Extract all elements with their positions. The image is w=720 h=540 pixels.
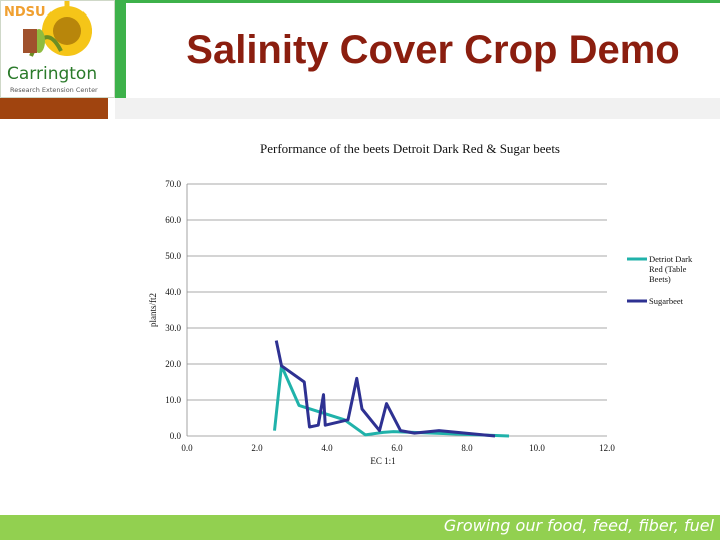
title-box: Salinity Cover Crop Demo bbox=[126, 3, 720, 98]
chart-series bbox=[273, 340, 510, 438]
x-tick-label: 10.0 bbox=[529, 443, 545, 453]
y-tick-label: 50.0 bbox=[165, 251, 181, 261]
y-axis-label: plants/ft2 bbox=[148, 293, 158, 327]
footer-band: Growing our food, feed, fiber, fuel bbox=[0, 515, 720, 540]
x-tick-label: 8.0 bbox=[461, 443, 473, 453]
y-tick-label: 10.0 bbox=[165, 395, 181, 405]
x-tick-label: 12.0 bbox=[599, 443, 615, 453]
logo-main-text: Carrington bbox=[7, 64, 98, 84]
cow-icon bbox=[23, 29, 37, 53]
footer-tagline: Growing our food, feed, fiber, fuel bbox=[443, 516, 714, 535]
y-tick-label: 0.0 bbox=[170, 431, 182, 441]
logo: NDSU Carrington Research Extension Cente… bbox=[0, 0, 115, 98]
x-tick-label: 4.0 bbox=[321, 443, 333, 453]
accent-bar-gray bbox=[115, 98, 720, 119]
chart-legend: Detriot Dark Red (Table Beets) Sugarbeet bbox=[627, 254, 693, 306]
legend-label-1: Sugarbeet bbox=[649, 296, 684, 306]
x-axis-label: EC 1:1 bbox=[370, 456, 395, 466]
y-tick-label: 70.0 bbox=[165, 179, 181, 189]
series-line-0 bbox=[273, 364, 510, 438]
x-tick-label: 6.0 bbox=[391, 443, 403, 453]
legend-label-0: Detriot Dark Red (Table Beets) bbox=[649, 254, 693, 284]
logo-sub-text: Research Extension Center bbox=[10, 86, 98, 94]
chart-title: Performance of the beets Detroit Dark Re… bbox=[260, 141, 560, 156]
slide-title: Salinity Cover Crop Demo bbox=[186, 28, 680, 72]
chart: Performance of the beets Detroit Dark Re… bbox=[148, 141, 693, 466]
chart-grid bbox=[186, 183, 607, 437]
x-tick-label: 2.0 bbox=[251, 443, 263, 453]
series-line-1 bbox=[274, 340, 496, 438]
y-tick-label: 30.0 bbox=[165, 323, 181, 333]
x-tick-label: 0.0 bbox=[181, 443, 193, 453]
ndsu-logo-graphic bbox=[23, 1, 92, 57]
y-tick-label: 20.0 bbox=[165, 359, 181, 369]
accent-bar-brown bbox=[0, 98, 108, 119]
chart-ticks: 0.0 10.0 20.0 30.0 40.0 50.0 60.0 70.0 0.0 2.0 4.0… bbox=[165, 179, 615, 453]
y-tick-label: 40.0 bbox=[165, 287, 181, 297]
y-tick-label: 60.0 bbox=[165, 215, 181, 225]
